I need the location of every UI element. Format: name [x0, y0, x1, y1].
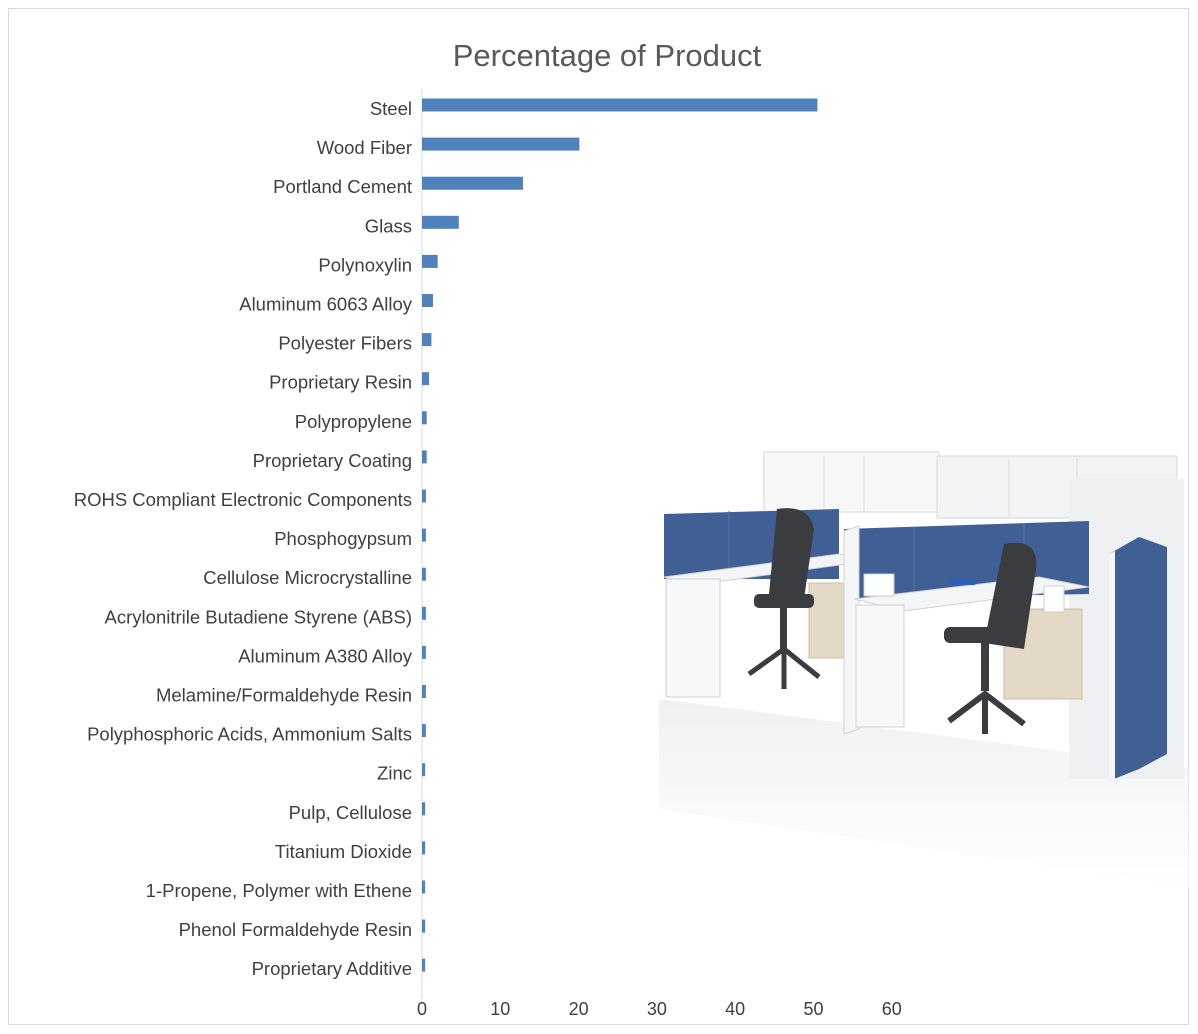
bar-15 [422, 685, 426, 698]
bar-5 [422, 294, 433, 307]
far-right-panel [1109, 537, 1167, 781]
bar-9 [422, 450, 427, 464]
bar-0 [422, 98, 818, 112]
chart-title: Percentage of Product [453, 38, 762, 73]
category-label: Wood Fiber [317, 137, 412, 158]
x-tick-label: 10 [490, 999, 510, 1019]
category-label: Proprietary Resin [269, 372, 412, 393]
category-label: Phosphogypsum [274, 528, 412, 549]
category-label: Portland Cement [273, 176, 412, 197]
bar-12 [422, 567, 426, 581]
x-tick-label: 50 [803, 999, 823, 1019]
category-label: Titanium Dioxide [275, 841, 412, 862]
bar-13 [422, 606, 426, 620]
x-tick-label: 0 [417, 999, 427, 1019]
category-label: Aluminum A380 Alloy [238, 645, 413, 666]
category-label: Polyphosphoric Acids, Ammonium Salts [87, 724, 412, 745]
bar-18 [422, 802, 426, 816]
chart-frame: Percentage of Product [8, 8, 1190, 1025]
bar-19 [422, 841, 426, 855]
category-label: Proprietary Coating [253, 450, 412, 471]
bar-21 [422, 919, 426, 933]
bar-6 [422, 333, 432, 347]
desk-book [949, 579, 975, 585]
category-label: Phenol Formaldehyde Resin [179, 919, 412, 940]
desk-bin [1043, 585, 1065, 613]
bar-chart: Percentage of Product [74, 38, 1190, 1019]
bar-22 [422, 958, 426, 972]
category-label: Melamine/Formaldehyde Resin [156, 685, 412, 706]
category-label: Zinc [377, 763, 412, 784]
category-label: Cellulose Microcrystalline [203, 567, 412, 588]
right-pedestal [855, 604, 905, 728]
bar-20 [422, 880, 426, 894]
bar-1 [422, 137, 580, 151]
category-label: Pulp, Cellulose [289, 802, 412, 823]
category-label: Steel [370, 98, 412, 119]
right-chair [944, 542, 1037, 734]
x-tick-label: 30 [647, 999, 667, 1019]
category-label: Polypropylene [295, 411, 412, 432]
bar-11 [422, 528, 426, 542]
bar-4 [422, 254, 438, 268]
desk-box [863, 573, 895, 597]
category-label: Polynoxylin [318, 254, 412, 275]
category-label: Glass [365, 215, 412, 236]
bar-3 [422, 215, 459, 229]
bar-14 [422, 645, 426, 659]
bar-16 [422, 724, 426, 738]
left-pedestal [665, 578, 721, 698]
x-tick-label: 60 [882, 999, 902, 1019]
bar-2 [422, 176, 524, 190]
category-label: Aluminum 6063 Alloy [239, 294, 413, 315]
category-label: 1-Propene, Polymer with Ethene [146, 880, 412, 901]
x-tick-label: 20 [569, 999, 589, 1019]
x-tick-label: 40 [725, 999, 745, 1019]
storage-cabinet-left [763, 451, 940, 513]
category-label: Polyester Fibers [278, 333, 412, 354]
plot-area: Steel Wood Fiber Portland Cement Glass Polyn… [74, 89, 902, 1019]
workstation-illustration [659, 451, 1190, 888]
left-chair [747, 508, 821, 689]
bar-17 [422, 763, 426, 777]
category-label: Acrylonitrile Butadiene Styrene (ABS) [105, 606, 412, 627]
bar-10 [422, 489, 426, 503]
bar-7 [422, 372, 430, 386]
bar-8 [422, 411, 427, 425]
category-label: Proprietary Additive [252, 958, 412, 979]
floor-shadow [659, 699, 1190, 888]
category-label: ROHS Compliant Electronic Components [74, 489, 412, 510]
right-end-panel [843, 525, 860, 735]
